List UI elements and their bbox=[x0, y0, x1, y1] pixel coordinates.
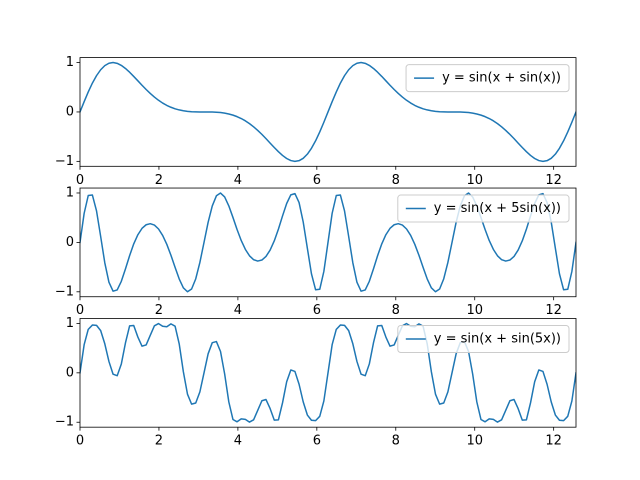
x-tick-label: 4 bbox=[234, 173, 242, 188]
legend: y = sin(x + sin(5x)) bbox=[397, 324, 570, 353]
x-tick-label: 10 bbox=[466, 303, 483, 318]
x-tick-label: 2 bbox=[155, 303, 163, 318]
x-tick-label: 6 bbox=[313, 434, 321, 449]
line-series bbox=[80, 322, 576, 423]
x-tick-label: 6 bbox=[313, 173, 321, 188]
legend-label: y = sin(x + 5sin(x)) bbox=[434, 201, 561, 216]
axes-frame bbox=[79, 57, 577, 167]
x-tick-label: 12 bbox=[545, 303, 562, 318]
x-tick-label: 4 bbox=[234, 434, 242, 449]
legend: y = sin(x + 5sin(x)) bbox=[397, 194, 570, 223]
x-tick-label: 12 bbox=[545, 173, 562, 188]
y-tick-label: 1 bbox=[66, 185, 74, 200]
y-tick-label: 0 bbox=[66, 365, 74, 380]
axes-frame bbox=[79, 187, 577, 298]
legend-box bbox=[397, 324, 570, 353]
x-tick-label: 0 bbox=[76, 303, 84, 318]
line-series bbox=[80, 192, 576, 293]
x-tick-label: 12 bbox=[545, 434, 562, 449]
y-tick-label: 0 bbox=[66, 235, 74, 250]
x-tick-label: 10 bbox=[466, 173, 483, 188]
x-tick-label: 0 bbox=[76, 434, 84, 449]
line-series bbox=[80, 61, 576, 163]
x-tick-label: 8 bbox=[392, 173, 400, 188]
legend-label: y = sin(x + sin(5x)) bbox=[434, 331, 561, 346]
x-tick-label: 2 bbox=[155, 173, 163, 188]
legend-box bbox=[397, 194, 570, 223]
legend-box bbox=[405, 64, 570, 93]
x-tick-label: 4 bbox=[234, 303, 242, 318]
y-tick-label: −1 bbox=[55, 154, 74, 169]
y-tick-label: −1 bbox=[55, 284, 74, 299]
legend: y = sin(x + sin(x)) bbox=[405, 64, 570, 93]
y-tick-label: −1 bbox=[55, 415, 74, 430]
x-tick-label: 8 bbox=[392, 434, 400, 449]
x-tick-label: 0 bbox=[76, 173, 84, 188]
x-tick-label: 8 bbox=[392, 303, 400, 318]
y-tick-label: 0 bbox=[66, 104, 74, 119]
legend-label: y = sin(x + sin(x)) bbox=[442, 71, 561, 86]
y-tick-label: 1 bbox=[66, 55, 74, 70]
x-tick-label: 10 bbox=[466, 434, 483, 449]
x-tick-label: 6 bbox=[313, 303, 321, 318]
x-tick-label: 2 bbox=[155, 434, 163, 449]
y-tick-label: 1 bbox=[66, 316, 74, 331]
axes-frame bbox=[79, 318, 577, 428]
